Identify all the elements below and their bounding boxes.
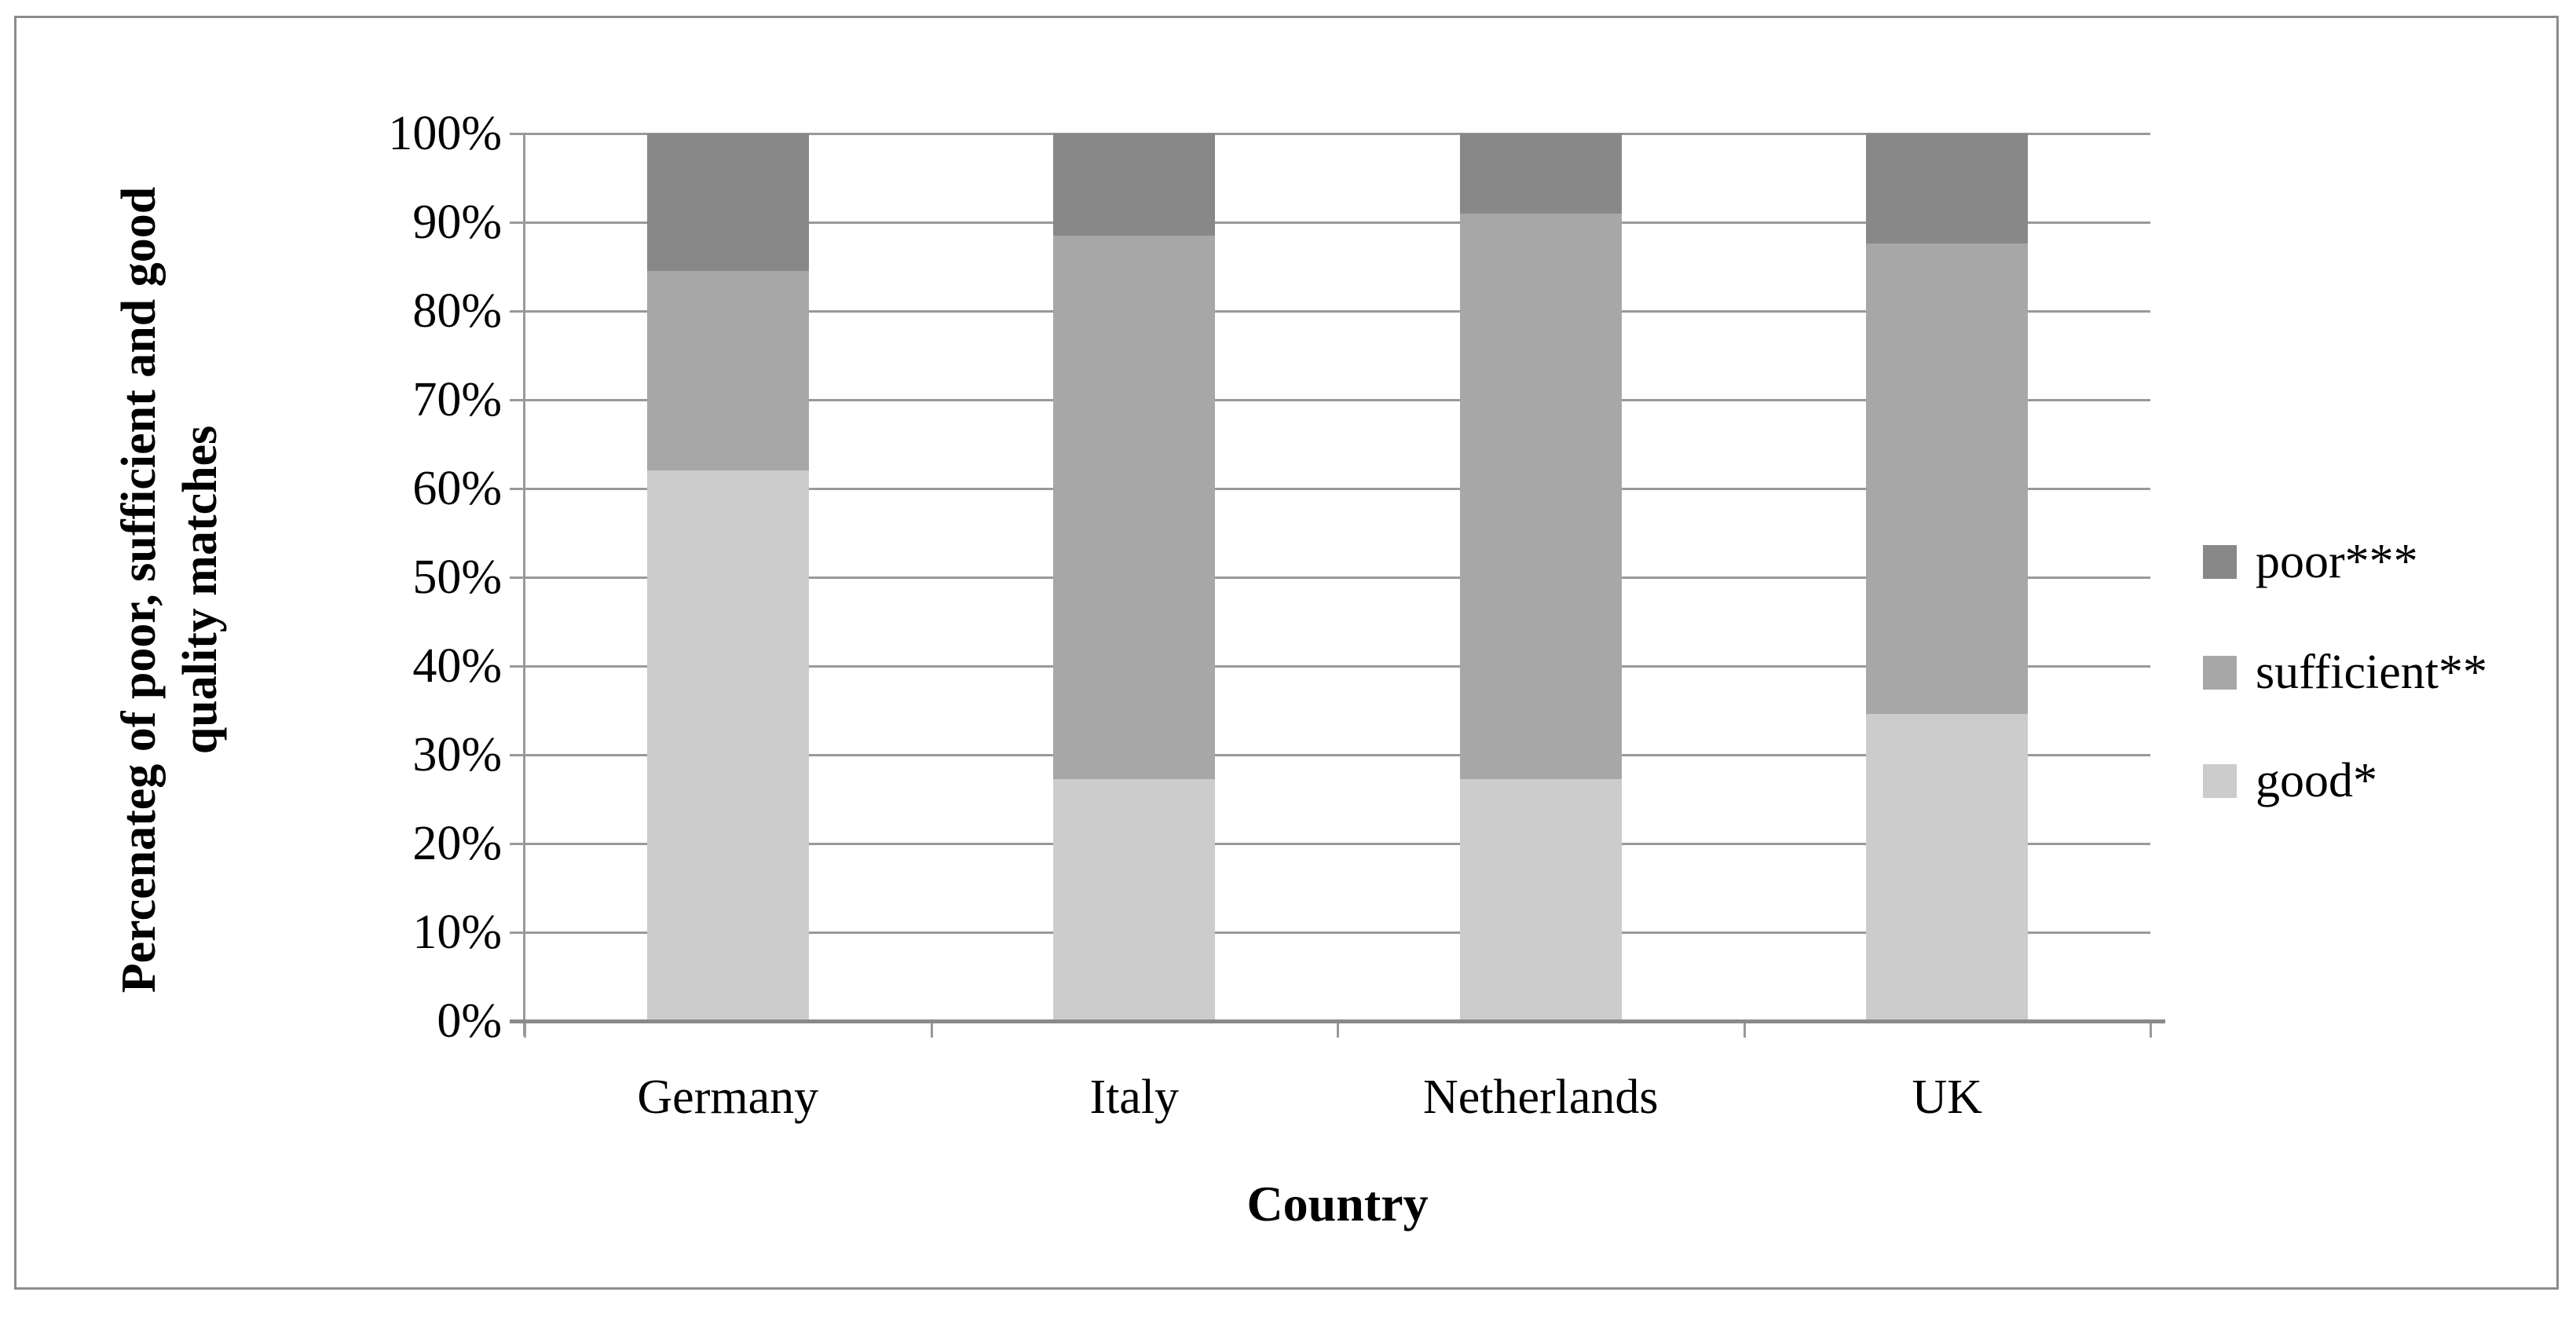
bar-segment-italy-sufficient: [1053, 235, 1216, 779]
legend-item-poor: poor***: [2203, 534, 2418, 589]
legend-label-sufficient: sufficient**: [2256, 646, 2488, 699]
y-axis-title: Percenateg of poor, sufficient and good …: [108, 64, 231, 1116]
bar-segment-italy-good: [1053, 778, 1216, 1021]
y-tick-label-40%: 40%: [412, 639, 502, 693]
y-tick-label-0%: 0%: [437, 994, 502, 1048]
y-axis-title-line2: quality matches: [174, 425, 227, 755]
y-tick-label-60%: 60%: [412, 462, 502, 515]
bar-segment-netherlands-poor: [1459, 134, 1622, 214]
gridline-50%: [510, 576, 2150, 579]
y-tick-label-30%: 30%: [412, 728, 502, 781]
x-axis-tick-3: [1743, 1023, 1746, 1038]
gridline-60%: [510, 488, 2150, 490]
legend-swatch-good: [2203, 763, 2237, 798]
x-axis-tick-2: [1337, 1023, 1339, 1038]
bar-segment-uk-good: [1866, 714, 2029, 1021]
gridline-90%: [510, 221, 2150, 224]
bar-segment-germany-sufficient: [646, 271, 809, 471]
legend-label-poor: poor***: [2256, 535, 2418, 588]
legend-label-good: good*: [2256, 754, 2377, 807]
y-tick-label-100%: 100%: [388, 107, 502, 160]
legend-swatch-poor: [2203, 544, 2237, 579]
figure-frame: Percenateg of poor, sufficient and good …: [14, 16, 2559, 1290]
legend-item-sufficient: sufficient**: [2203, 645, 2487, 700]
category-label-germany: Germany: [637, 1071, 819, 1124]
plot-area: [510, 133, 2150, 1021]
gridline-100%: [510, 133, 2150, 135]
category-label-uk: UK: [1912, 1071, 1983, 1124]
legend-swatch-sufficient: [2203, 655, 2237, 690]
bar-segment-germany-poor: [646, 134, 809, 272]
gridline-70%: [510, 399, 2150, 401]
gridline-10%: [510, 932, 2150, 934]
x-axis-title: Country: [1246, 1176, 1429, 1232]
bar-segment-netherlands-good: [1459, 778, 1622, 1021]
legend-item-good: good*: [2203, 753, 2377, 808]
y-tick-label-80%: 80%: [412, 284, 502, 338]
bar-segment-uk-sufficient: [1866, 243, 2029, 715]
x-axis-tick-1: [930, 1023, 933, 1038]
y-tick-label-70%: 70%: [412, 373, 502, 426]
bar-segment-netherlands-sufficient: [1459, 213, 1622, 779]
y-axis-line: [523, 134, 525, 1036]
legend: poor*** sufficient** good*: [2203, 18, 2576, 1325]
category-label-italy: Italy: [1089, 1071, 1180, 1124]
bar-segment-germany-good: [646, 470, 809, 1021]
bar-segment-uk-poor: [1866, 134, 2029, 244]
gridline-20%: [510, 843, 2150, 845]
y-tick-label-10%: 10%: [412, 906, 502, 959]
category-label-netherlands: Netherlands: [1422, 1071, 1659, 1124]
y-tick-label-50%: 50%: [412, 551, 502, 604]
y-tick-label-90%: 90%: [412, 196, 502, 249]
gridline-30%: [510, 754, 2150, 756]
gridline-80%: [510, 310, 2150, 313]
x-axis-tick-4: [2150, 1023, 2152, 1038]
x-axis-line: [510, 1019, 2165, 1023]
bar-segment-italy-poor: [1053, 134, 1216, 236]
y-tick-label-20%: 20%: [412, 817, 502, 870]
x-axis-tick-0: [524, 1023, 526, 1038]
gridline-40%: [510, 665, 2150, 668]
y-axis-title-line1: Percenateg of poor, sufficient and good: [112, 186, 166, 994]
